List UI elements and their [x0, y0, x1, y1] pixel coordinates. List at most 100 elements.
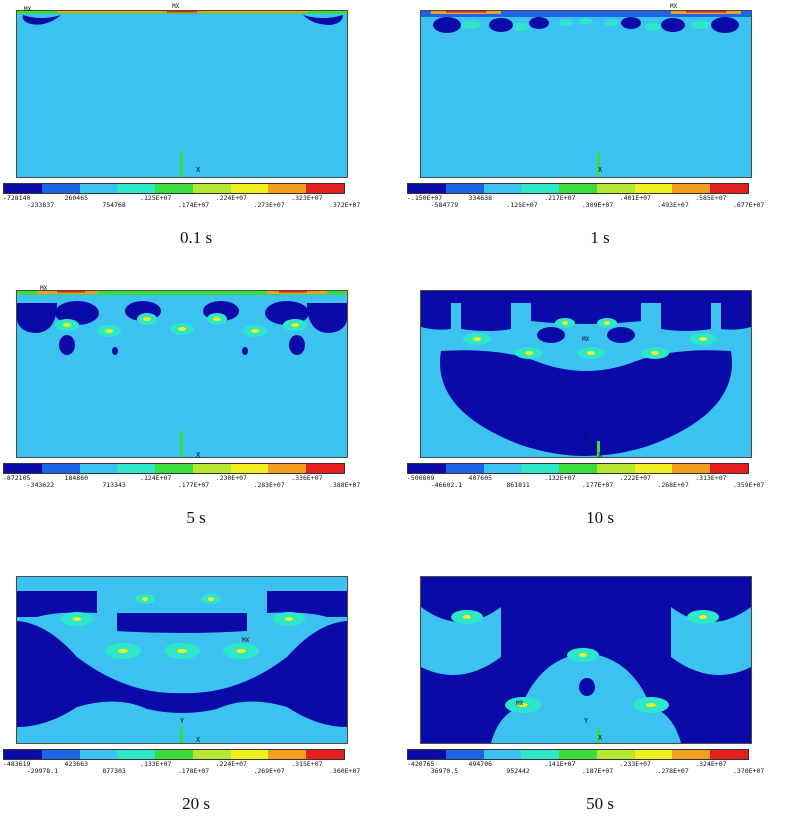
colorbar-swatch: [192, 184, 231, 193]
colorbar-swatch: [4, 750, 42, 759]
colorbar: [3, 749, 345, 760]
colorbar-tick-label: .677E+07: [733, 201, 765, 209]
colorbar-swatch: [710, 464, 749, 473]
mx-marker: MX: [670, 3, 678, 10]
colorbar-ticks-top: -728140 260465 .125E+07 .224E+07 .323E+07: [0, 194, 390, 204]
contour-plot: [420, 290, 752, 458]
colorbar-ticks-bottom: -584779 .125E+07 .309E+07 .493E+07 .677E+07: [404, 201, 794, 211]
colorbar-tick-label: .268E+07: [657, 481, 689, 489]
colorbar-swatch: [634, 184, 673, 193]
colorbar-swatch: [117, 750, 156, 759]
contour-panel-10s: MX Y X -500809 407605 .132E+07 .222E+07 .313…: [404, 280, 796, 552]
colorbar-tick-label: .401E+07: [619, 194, 651, 202]
colorbar-swatch: [408, 464, 446, 473]
colorbar: [407, 463, 749, 474]
colorbar-tick-label: .269E+07: [253, 767, 285, 775]
colorbar-tick-label: 861811: [506, 481, 530, 489]
contour-panel-1s: MX X -.150E+07 334638 .217E+07 .401E+07 .585…: [404, 0, 796, 272]
contour-panel-0-1s: MX MX X -728140 260465 .125E+07 .224E+07 .32…: [0, 0, 392, 272]
colorbar-swatch: [672, 750, 711, 759]
colorbar-swatch: [155, 750, 193, 759]
colorbar-tick-label: -584779: [430, 201, 459, 209]
colorbar: [3, 183, 345, 194]
colorbar-swatch: [408, 184, 446, 193]
colorbar-swatch: [268, 184, 307, 193]
colorbar-swatch: [268, 464, 307, 473]
x-axis-label: X: [598, 451, 603, 459]
colorbar-tick-label: .222E+07: [619, 474, 651, 482]
colorbar-tick-label: -500809: [407, 474, 435, 482]
colorbar-ticks-top: -.150E+07 334638 .217E+07 .401E+07 .585E+07: [404, 194, 794, 204]
colorbar-tick-label: .178E+07: [177, 767, 210, 775]
colorbar-tick-label: .273E+07: [253, 201, 285, 209]
contour-panel-5s: MX X -872105 184860 .124E+07 .230E+07 .336E+…: [0, 280, 392, 552]
contour-plot: [16, 290, 348, 458]
mx-marker: MX: [516, 700, 524, 707]
colorbar-swatch: [710, 750, 749, 759]
colorbar-tick-label: .283E+07: [253, 481, 285, 489]
x-axis-label: X: [196, 451, 201, 459]
colorbar-swatch: [117, 184, 156, 193]
colorbar-tick-label: -233837: [26, 201, 55, 209]
colorbar-ticks-bottom: -233837 754768 .174E+07 .273E+07 .372E+07: [0, 201, 390, 211]
colorbar-swatch: [445, 184, 484, 193]
contour-field: [17, 11, 347, 177]
contour-panel-20s: MX Y X -483619 423663 .133E+07 .224E+07 .315…: [0, 566, 392, 838]
colorbar-tick-label: .372E+07: [329, 201, 361, 209]
colorbar-swatch: [79, 184, 118, 193]
colorbar-swatch: [483, 464, 522, 473]
contour-field: [17, 591, 347, 743]
colorbar-ticks-bottom: -29978.1 877303 .178E+07 .269E+07 .360E+07: [0, 767, 390, 777]
colorbar-swatch: [230, 464, 269, 473]
colorbar-swatch: [596, 464, 635, 473]
colorbar-tick-label: 260465: [64, 194, 89, 202]
colorbar-swatch: [596, 184, 635, 193]
colorbar-swatch: [559, 750, 597, 759]
colorbar-swatch: [79, 464, 118, 473]
colorbar-swatch: [521, 464, 560, 473]
x-axis-label: X: [196, 736, 201, 744]
colorbar-swatch: [41, 184, 80, 193]
colorbar-swatch: [4, 464, 42, 473]
colorbar-tick-label: .313E+07: [695, 474, 727, 482]
colorbar-tick-label: 423663: [64, 760, 89, 768]
mx-marker: MX: [24, 6, 32, 13]
colorbar-swatch: [41, 750, 80, 759]
colorbar-tick-label: 713343: [102, 481, 126, 489]
colorbar-swatch: [483, 184, 522, 193]
colorbar-tick-label: -46602.1: [430, 481, 463, 489]
colorbar: [407, 183, 749, 194]
colorbar-swatch: [672, 464, 711, 473]
time-caption: 20 s: [182, 794, 210, 813]
x-axis-label: X: [598, 166, 603, 174]
colorbar-tick-label: .125E+07: [506, 201, 538, 209]
colorbar-swatch: [192, 750, 231, 759]
colorbar-swatch: [634, 750, 673, 759]
colorbar-tick-label: .336E+07: [291, 474, 323, 482]
colorbar-swatch: [596, 750, 635, 759]
colorbar-ticks-bottom: -46602.1 861811 .177E+07 .268E+07 .359E+07: [404, 481, 794, 491]
colorbar-tick-label: .278E+07: [657, 767, 689, 775]
colorbar-tick-label: .585E+07: [695, 194, 727, 202]
time-caption: 0.1 s: [179, 228, 213, 247]
contour-plot: [16, 576, 348, 744]
colorbar-tick-label: .177E+07: [581, 481, 614, 489]
colorbar-tick-label: -29978.1: [26, 767, 59, 775]
colorbar-swatch: [521, 750, 560, 759]
colorbar-tick-label: .133E+07: [140, 760, 172, 768]
y-axis-label: Y: [584, 434, 589, 442]
colorbar-tick-label: .233E+07: [619, 760, 651, 768]
y-axis-label: Y: [584, 717, 589, 725]
colorbar-swatch: [306, 464, 345, 473]
y-axis-label: Y: [180, 717, 185, 725]
time-caption: 10 s: [586, 508, 614, 527]
colorbar-tick-label: .360E+07: [329, 767, 361, 775]
colorbar-swatch: [483, 750, 522, 759]
contour-field: [421, 291, 751, 457]
colorbar-tick-label: .388E+07: [329, 481, 361, 489]
colorbar-ticks-top: -500809 407605 .132E+07 .222E+07 .313E+07: [404, 474, 794, 484]
colorbar-tick-label: 407605: [468, 474, 493, 482]
colorbar-swatch: [117, 464, 156, 473]
colorbar-swatch: [408, 750, 446, 759]
colorbar: [407, 749, 749, 760]
